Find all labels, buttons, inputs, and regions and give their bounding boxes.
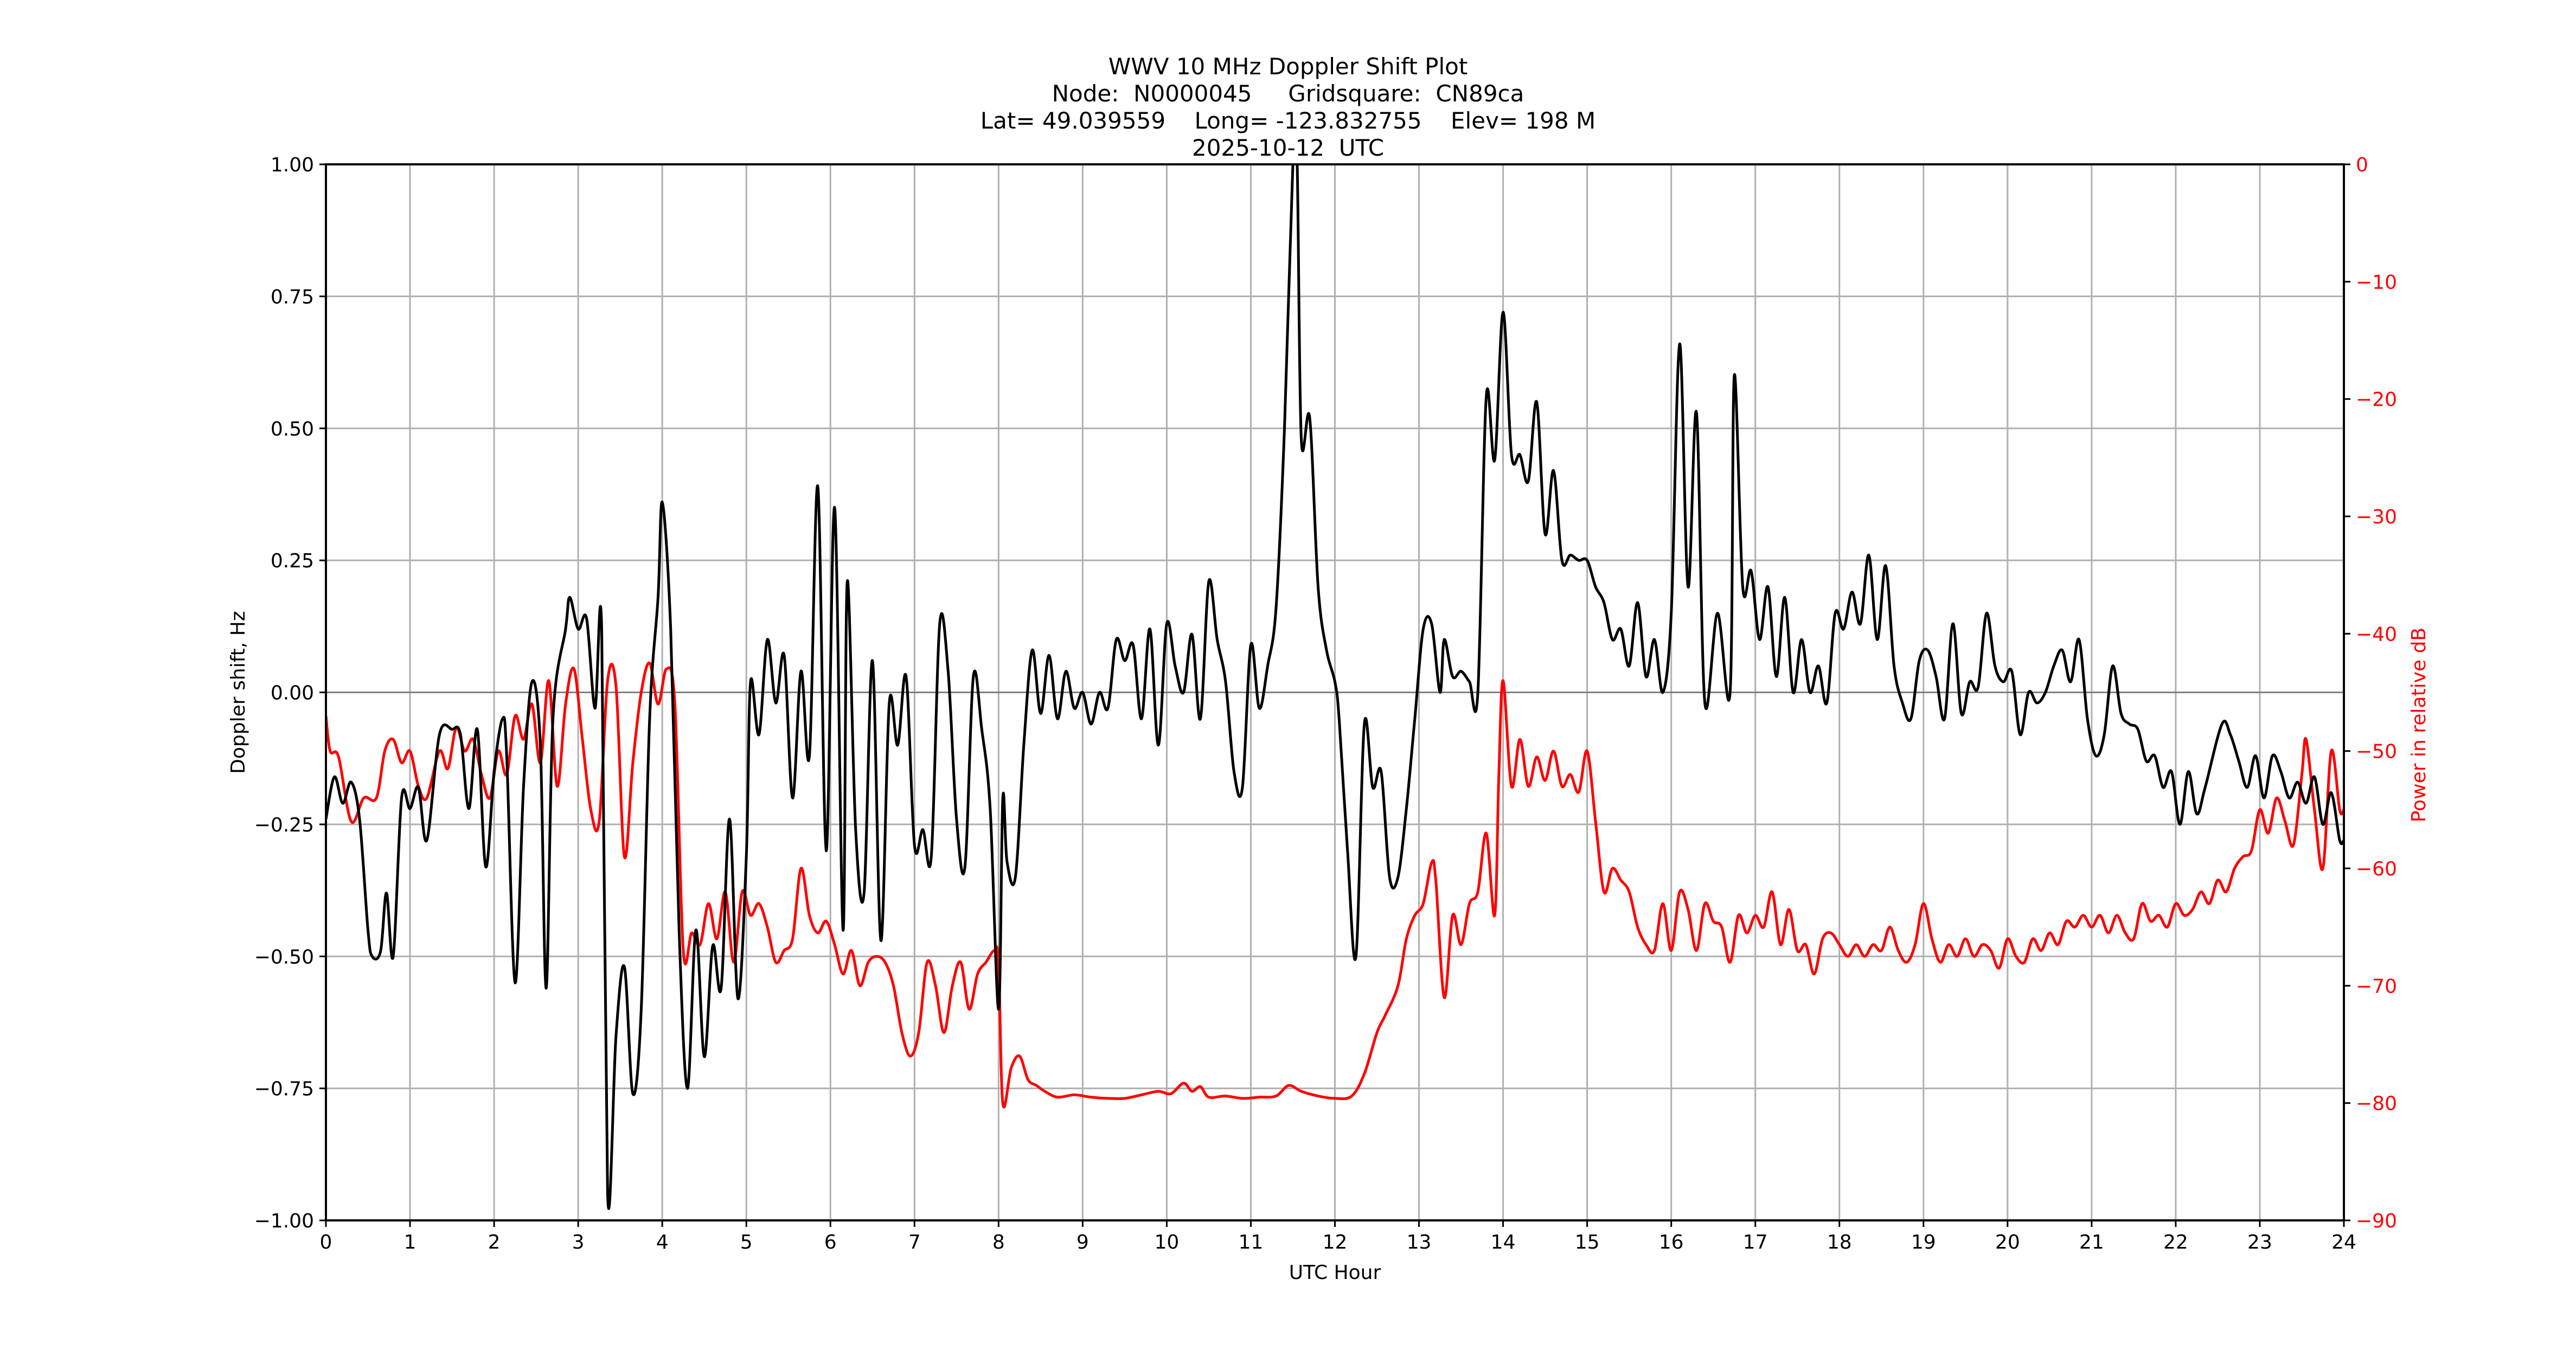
grid-lines [325,163,2345,1221]
chart-subtitle-node: Node: N0000045 Gridsquare: CN89ca [1052,80,1524,107]
y-tick-label: 0.75 [271,286,314,308]
chart-title: WWV 10 MHz Doppler Shift Plot [1108,53,1468,80]
x-tick-label: 1 [404,1231,416,1253]
x-tick-label: 21 [2079,1231,2104,1253]
x-tick-label: 23 [2247,1231,2272,1253]
y-right-tick-label: −80 [2356,1093,2397,1115]
y-right-tick-label: −40 [2356,623,2397,645]
x-tick-label: 19 [1911,1231,1936,1253]
y-tick-label: 0.50 [271,418,314,440]
y-right-tick-label: −50 [2356,741,2397,763]
x-tick-label: 15 [1575,1231,1600,1253]
y-right-tick-label: −10 [2356,271,2397,293]
x-axis-label: UTC Hour [1289,1262,1381,1284]
x-tick-label: 2 [488,1231,501,1253]
x-tick-label: 11 [1239,1231,1264,1253]
y-axis-ticks-right: 0 −10 −20 −30 −40 −50 −60 −70 −80 −90 [2344,154,2397,1232]
y-axis-label-right: Power in relative dB [2408,628,2430,822]
y-tick-label: 1.00 [271,154,314,176]
x-tick-label: 5 [740,1231,753,1253]
x-tick-label: 16 [1659,1231,1684,1253]
y-right-tick-label: −90 [2356,1210,2397,1232]
doppler-series-line [326,164,2344,1210]
x-tick-label: 13 [1407,1231,1432,1253]
x-tick-label: 22 [2163,1231,2188,1253]
x-tick-label: 6 [824,1231,837,1253]
chart-subtitle-date: 2025-10-12 UTC [1191,135,1385,161]
y-tick-label: −0.25 [254,814,314,836]
x-tick-label: 10 [1155,1231,1180,1253]
x-tick-label: 18 [1827,1231,1852,1253]
x-tick-label: 12 [1323,1231,1348,1253]
x-tick-label: 4 [656,1231,669,1253]
y-right-tick-label: −20 [2356,389,2397,411]
x-tick-label: 9 [1076,1231,1089,1253]
x-tick-label: 20 [1995,1231,2020,1253]
x-tick-label: 0 [320,1231,332,1253]
x-tick-label: 3 [572,1231,585,1253]
y-tick-label: −0.75 [254,1078,314,1101]
chart-title-block: WWV 10 MHz Doppler Shift Plot Node: N000… [0,53,2576,162]
y-right-tick-label: 0 [2356,154,2368,176]
power-series-line [326,661,2344,1109]
x-axis-ticks: 0 1 2 3 4 5 6 7 8 9 10 11 12 13 14 15 16 17 18 19 20 21 22 23 24 [320,1220,2356,1253]
y-axis-label-left: Doppler shift, Hz [227,611,249,773]
y-axis-ticks-left: 1.00 0.75 0.50 0.25 0.00 −0.25 −0.50 −0.75 −1.00 [254,154,326,1232]
x-tick-label: 14 [1491,1231,1516,1253]
y-tick-label: −1.00 [254,1210,314,1232]
x-tick-label: 17 [1743,1231,1768,1253]
x-tick-label: 8 [992,1231,1005,1253]
y-right-tick-label: −30 [2356,506,2397,528]
x-tick-label: 7 [908,1231,921,1253]
y-right-tick-label: −60 [2356,858,2397,880]
y-tick-label: 0.25 [271,550,314,572]
plot-series [326,164,2344,1210]
x-tick-label: 24 [2331,1231,2356,1253]
y-right-tick-label: −70 [2356,975,2397,997]
chart-subtitle-location: Lat= 49.039559 Long= -123.832755 Elev= 1… [980,107,1596,134]
y-tick-label: 0.00 [271,682,314,705]
y-tick-label: −0.50 [254,946,314,968]
